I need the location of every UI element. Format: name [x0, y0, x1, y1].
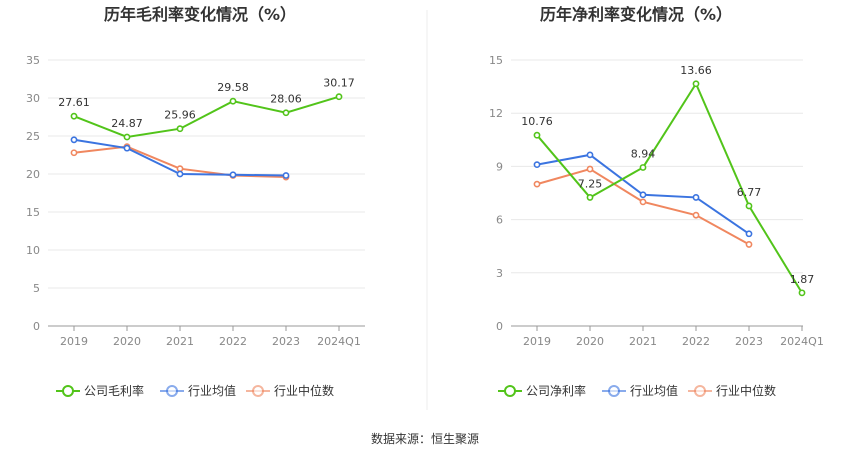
legend-label: 行业均值	[188, 383, 236, 398]
data-point[interactable]	[745, 241, 753, 248]
data-point[interactable]	[745, 202, 753, 210]
data-label: 30.17	[323, 77, 355, 90]
y-tick-label: 0	[33, 320, 40, 333]
net-margin-chart: 历年净利率变化情况（%） 0 3 6 9 12 15 2019 2020 2021 2022 2023…	[489, 5, 824, 398]
data-point[interactable]	[586, 151, 594, 159]
data-point[interactable]	[798, 289, 806, 297]
data-point[interactable]	[639, 191, 647, 199]
data-label: 6.77	[737, 186, 762, 199]
y-tick-label: 30	[26, 92, 40, 105]
x-tick-label: 2021	[629, 335, 657, 348]
data-point[interactable]	[229, 97, 237, 105]
data-point[interactable]	[335, 93, 343, 101]
data-point[interactable]	[533, 161, 541, 169]
data-point[interactable]	[282, 109, 290, 117]
data-point[interactable]	[639, 164, 647, 171]
data-point[interactable]	[692, 194, 700, 201]
data-label: 7.25	[578, 177, 603, 190]
data-label: 1.87	[790, 273, 815, 286]
data-point[interactable]	[176, 170, 184, 178]
series-line	[536, 81, 803, 294]
data-point[interactable]	[692, 80, 700, 88]
data-label: 10.76	[521, 115, 553, 128]
legend-marker	[252, 385, 264, 397]
y-tick-label: 15	[489, 54, 503, 67]
y-tick-label: 6	[496, 214, 503, 227]
y-tick-label: 15	[26, 206, 40, 219]
series-line	[536, 167, 750, 246]
x-tick-label: 2019	[60, 335, 88, 348]
legend-label: 行业均值	[630, 383, 678, 398]
legend-label: 公司净利率	[526, 383, 586, 398]
y-tick-label: 25	[26, 130, 40, 143]
legend-marker	[608, 385, 620, 397]
y-tick-label: 3	[496, 267, 503, 280]
data-point[interactable]	[176, 165, 184, 173]
data-label: 8.94	[631, 147, 656, 160]
legend-marker	[62, 385, 74, 397]
data-label: 29.58	[217, 81, 249, 94]
data-point[interactable]	[533, 180, 541, 188]
x-tick-label: 2022	[682, 335, 710, 348]
x-tick-label: 2024Q1	[317, 335, 361, 348]
data-source: 数据来源：恒生聚源	[371, 431, 479, 446]
legend-item[interactable]: 行业均值	[602, 383, 678, 398]
legend-label: 行业中位数	[274, 383, 334, 398]
x-tick-label: 2019	[523, 335, 551, 348]
legend-marker	[504, 385, 516, 397]
x-tick-label: 2020	[576, 335, 604, 348]
legend-marker	[694, 385, 706, 397]
series-line	[73, 95, 340, 139]
legend-label: 行业中位数	[716, 383, 776, 398]
data-point[interactable]	[586, 194, 594, 201]
legend-item[interactable]: 公司净利率	[498, 383, 586, 398]
data-label: 27.61	[58, 96, 90, 109]
y-tick-label: 0	[496, 320, 503, 333]
data-point[interactable]	[176, 125, 184, 133]
x-tick-label: 2021	[166, 335, 194, 348]
legend-marker	[166, 385, 178, 397]
x-tick-label: 2023	[735, 335, 763, 348]
gross-margin-chart: 历年毛利率变化情况（%） 0 5 10 15 20 25 30 35 2019 2020 2021 20…	[26, 5, 365, 398]
data-point[interactable]	[123, 133, 131, 141]
chart-title: 历年毛利率变化情况（%）	[104, 5, 296, 24]
legend-item[interactable]: 行业均值	[160, 383, 236, 398]
data-label: 24.87	[111, 117, 143, 130]
legend-item[interactable]: 行业中位数	[688, 383, 776, 398]
y-tick-label: 5	[33, 282, 40, 295]
data-point[interactable]	[533, 131, 541, 139]
legend-item[interactable]: 行业中位数	[246, 383, 334, 398]
chart-title: 历年净利率变化情况（%）	[540, 5, 732, 24]
y-tick-label: 12	[489, 107, 503, 120]
data-point[interactable]	[692, 211, 700, 219]
x-tick-label: 2024Q1	[780, 335, 824, 348]
data-point[interactable]	[70, 112, 78, 120]
y-tick-label: 35	[26, 54, 40, 67]
x-tick-label: 2022	[219, 335, 247, 348]
data-point[interactable]	[282, 172, 290, 179]
x-tick-label: 2020	[113, 335, 141, 348]
data-point[interactable]	[639, 198, 647, 206]
data-label: 25.96	[164, 109, 196, 122]
legend-item[interactable]: 公司毛利率	[56, 383, 144, 398]
y-tick-label: 10	[26, 244, 40, 257]
y-tick-label: 9	[496, 160, 503, 173]
y-tick-label: 20	[26, 168, 40, 181]
data-point[interactable]	[70, 149, 78, 157]
legend-label: 公司毛利率	[84, 383, 144, 398]
data-label: 28.06	[270, 93, 302, 106]
data-point[interactable]	[229, 171, 237, 179]
data-point[interactable]	[586, 165, 594, 173]
data-point[interactable]	[745, 230, 753, 238]
x-tick-label: 2023	[272, 335, 300, 348]
data-point[interactable]	[123, 144, 131, 152]
data-point[interactable]	[70, 136, 78, 144]
data-label: 13.66	[680, 64, 712, 77]
